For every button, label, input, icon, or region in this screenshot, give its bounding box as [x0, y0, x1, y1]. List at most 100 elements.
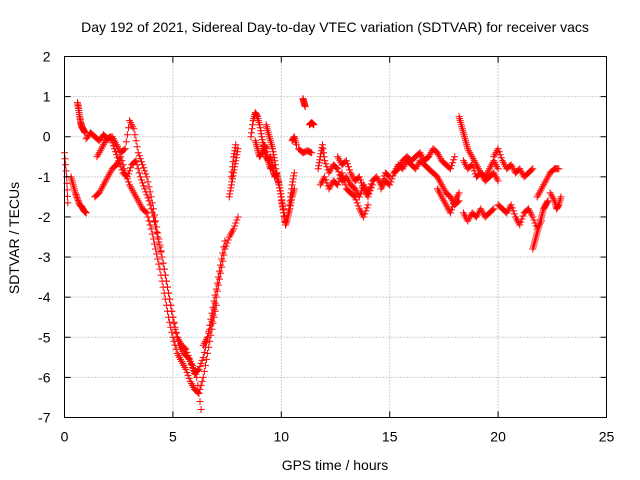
x-tick-label: 10	[274, 429, 290, 445]
data-point-marker	[387, 178, 395, 186]
data-point-marker	[490, 205, 498, 213]
data-point-marker	[224, 236, 232, 244]
data-point-marker	[115, 157, 123, 165]
data-point-marker	[198, 356, 206, 364]
data-point-marker	[121, 145, 129, 153]
data-point-marker	[361, 210, 369, 218]
data-point-marker	[142, 188, 150, 196]
data-point-marker	[278, 200, 286, 208]
data-point-marker	[339, 173, 347, 181]
data-point-marker	[137, 158, 145, 166]
data-point-marker	[279, 206, 287, 214]
data-point-marker	[449, 203, 457, 211]
y-tick-label: 0	[43, 129, 51, 145]
y-tick-label: -1	[38, 169, 51, 185]
data-point-marker	[346, 166, 354, 174]
data-point-marker	[185, 374, 193, 382]
data-point-marker	[368, 181, 376, 189]
data-point-marker	[214, 281, 222, 289]
data-point-marker	[73, 193, 81, 201]
data-point-marker	[319, 145, 327, 153]
data-point-marker	[166, 318, 174, 326]
data-point-marker	[356, 176, 364, 184]
data-point-marker	[272, 165, 280, 173]
data-point-marker	[494, 145, 502, 153]
data-point-marker	[333, 164, 341, 172]
data-point-marker	[516, 221, 524, 229]
data-point-marker	[509, 207, 517, 215]
data-point-marker	[141, 167, 149, 175]
plot-frame	[64, 56, 607, 418]
data-point-marker	[308, 119, 316, 127]
data-point-marker	[147, 193, 155, 201]
data-point-marker	[111, 148, 119, 156]
data-point-marker	[354, 202, 362, 210]
data-point-marker	[72, 192, 80, 200]
data-point-marker	[528, 166, 536, 174]
data-point-marker	[496, 151, 504, 159]
data-point-marker	[234, 213, 242, 221]
data-point-marker	[555, 165, 563, 173]
data-point-marker	[183, 368, 191, 376]
data-point-marker	[248, 125, 256, 133]
x-tick-label: 20	[490, 429, 506, 445]
data-point-marker	[360, 213, 368, 221]
data-point-marker	[196, 385, 204, 393]
data-point-marker	[143, 191, 151, 199]
data-point-marker	[158, 253, 166, 261]
data-point-marker	[358, 179, 366, 187]
grid	[64, 56, 607, 418]
data-point-marker	[343, 160, 351, 168]
data-point-marker	[249, 121, 257, 129]
data-point-marker	[253, 112, 261, 120]
data-point-marker	[114, 154, 122, 162]
data-point-marker	[143, 173, 151, 181]
data-point-marker	[127, 164, 135, 172]
data-point-marker	[174, 337, 182, 345]
data-point-marker	[229, 163, 237, 171]
x-tick-label: 0	[61, 429, 69, 445]
data-point-marker	[201, 361, 209, 369]
data-point-marker	[451, 153, 459, 161]
data-point-marker	[118, 166, 126, 174]
data-point-marker	[257, 150, 265, 158]
data-point-marker	[446, 165, 454, 173]
data-point-marker	[173, 333, 181, 341]
data-point-marker	[106, 133, 114, 141]
data-point-marker	[211, 299, 219, 307]
y-axis-label: SDTVAR / TECUs	[6, 182, 22, 294]
data-point-marker	[165, 289, 173, 297]
data-point-marker	[264, 154, 272, 162]
data-point-marker	[182, 365, 190, 373]
data-point-marker	[314, 165, 322, 173]
data-point-marker	[322, 176, 330, 184]
data-point-marker	[170, 319, 178, 327]
data-point-marker	[168, 307, 176, 315]
data-point-marker	[223, 239, 231, 247]
data-point-marker	[321, 173, 329, 181]
data-point-marker	[230, 225, 238, 233]
data-point-marker	[146, 201, 154, 209]
data-point-marker	[270, 151, 278, 159]
data-point-marker	[256, 124, 264, 132]
data-point-marker	[149, 213, 157, 221]
data-point-marker	[228, 178, 236, 186]
data-point-marker	[367, 184, 375, 192]
data-point-marker	[133, 161, 141, 169]
data-point-marker	[130, 125, 138, 133]
data-point-marker	[315, 162, 323, 170]
data-point-marker	[221, 245, 229, 253]
data-point-marker	[161, 271, 169, 279]
data-point-marker	[218, 263, 226, 271]
data-point-marker	[72, 190, 80, 198]
data-point-marker	[468, 161, 476, 169]
data-point-marker	[196, 397, 204, 405]
data-point-marker	[171, 325, 179, 333]
data-point-marker	[228, 168, 236, 176]
data-point-marker	[135, 152, 143, 160]
data-point-marker	[75, 198, 83, 206]
data-point-marker	[364, 193, 372, 201]
data-point-marker	[216, 275, 224, 283]
